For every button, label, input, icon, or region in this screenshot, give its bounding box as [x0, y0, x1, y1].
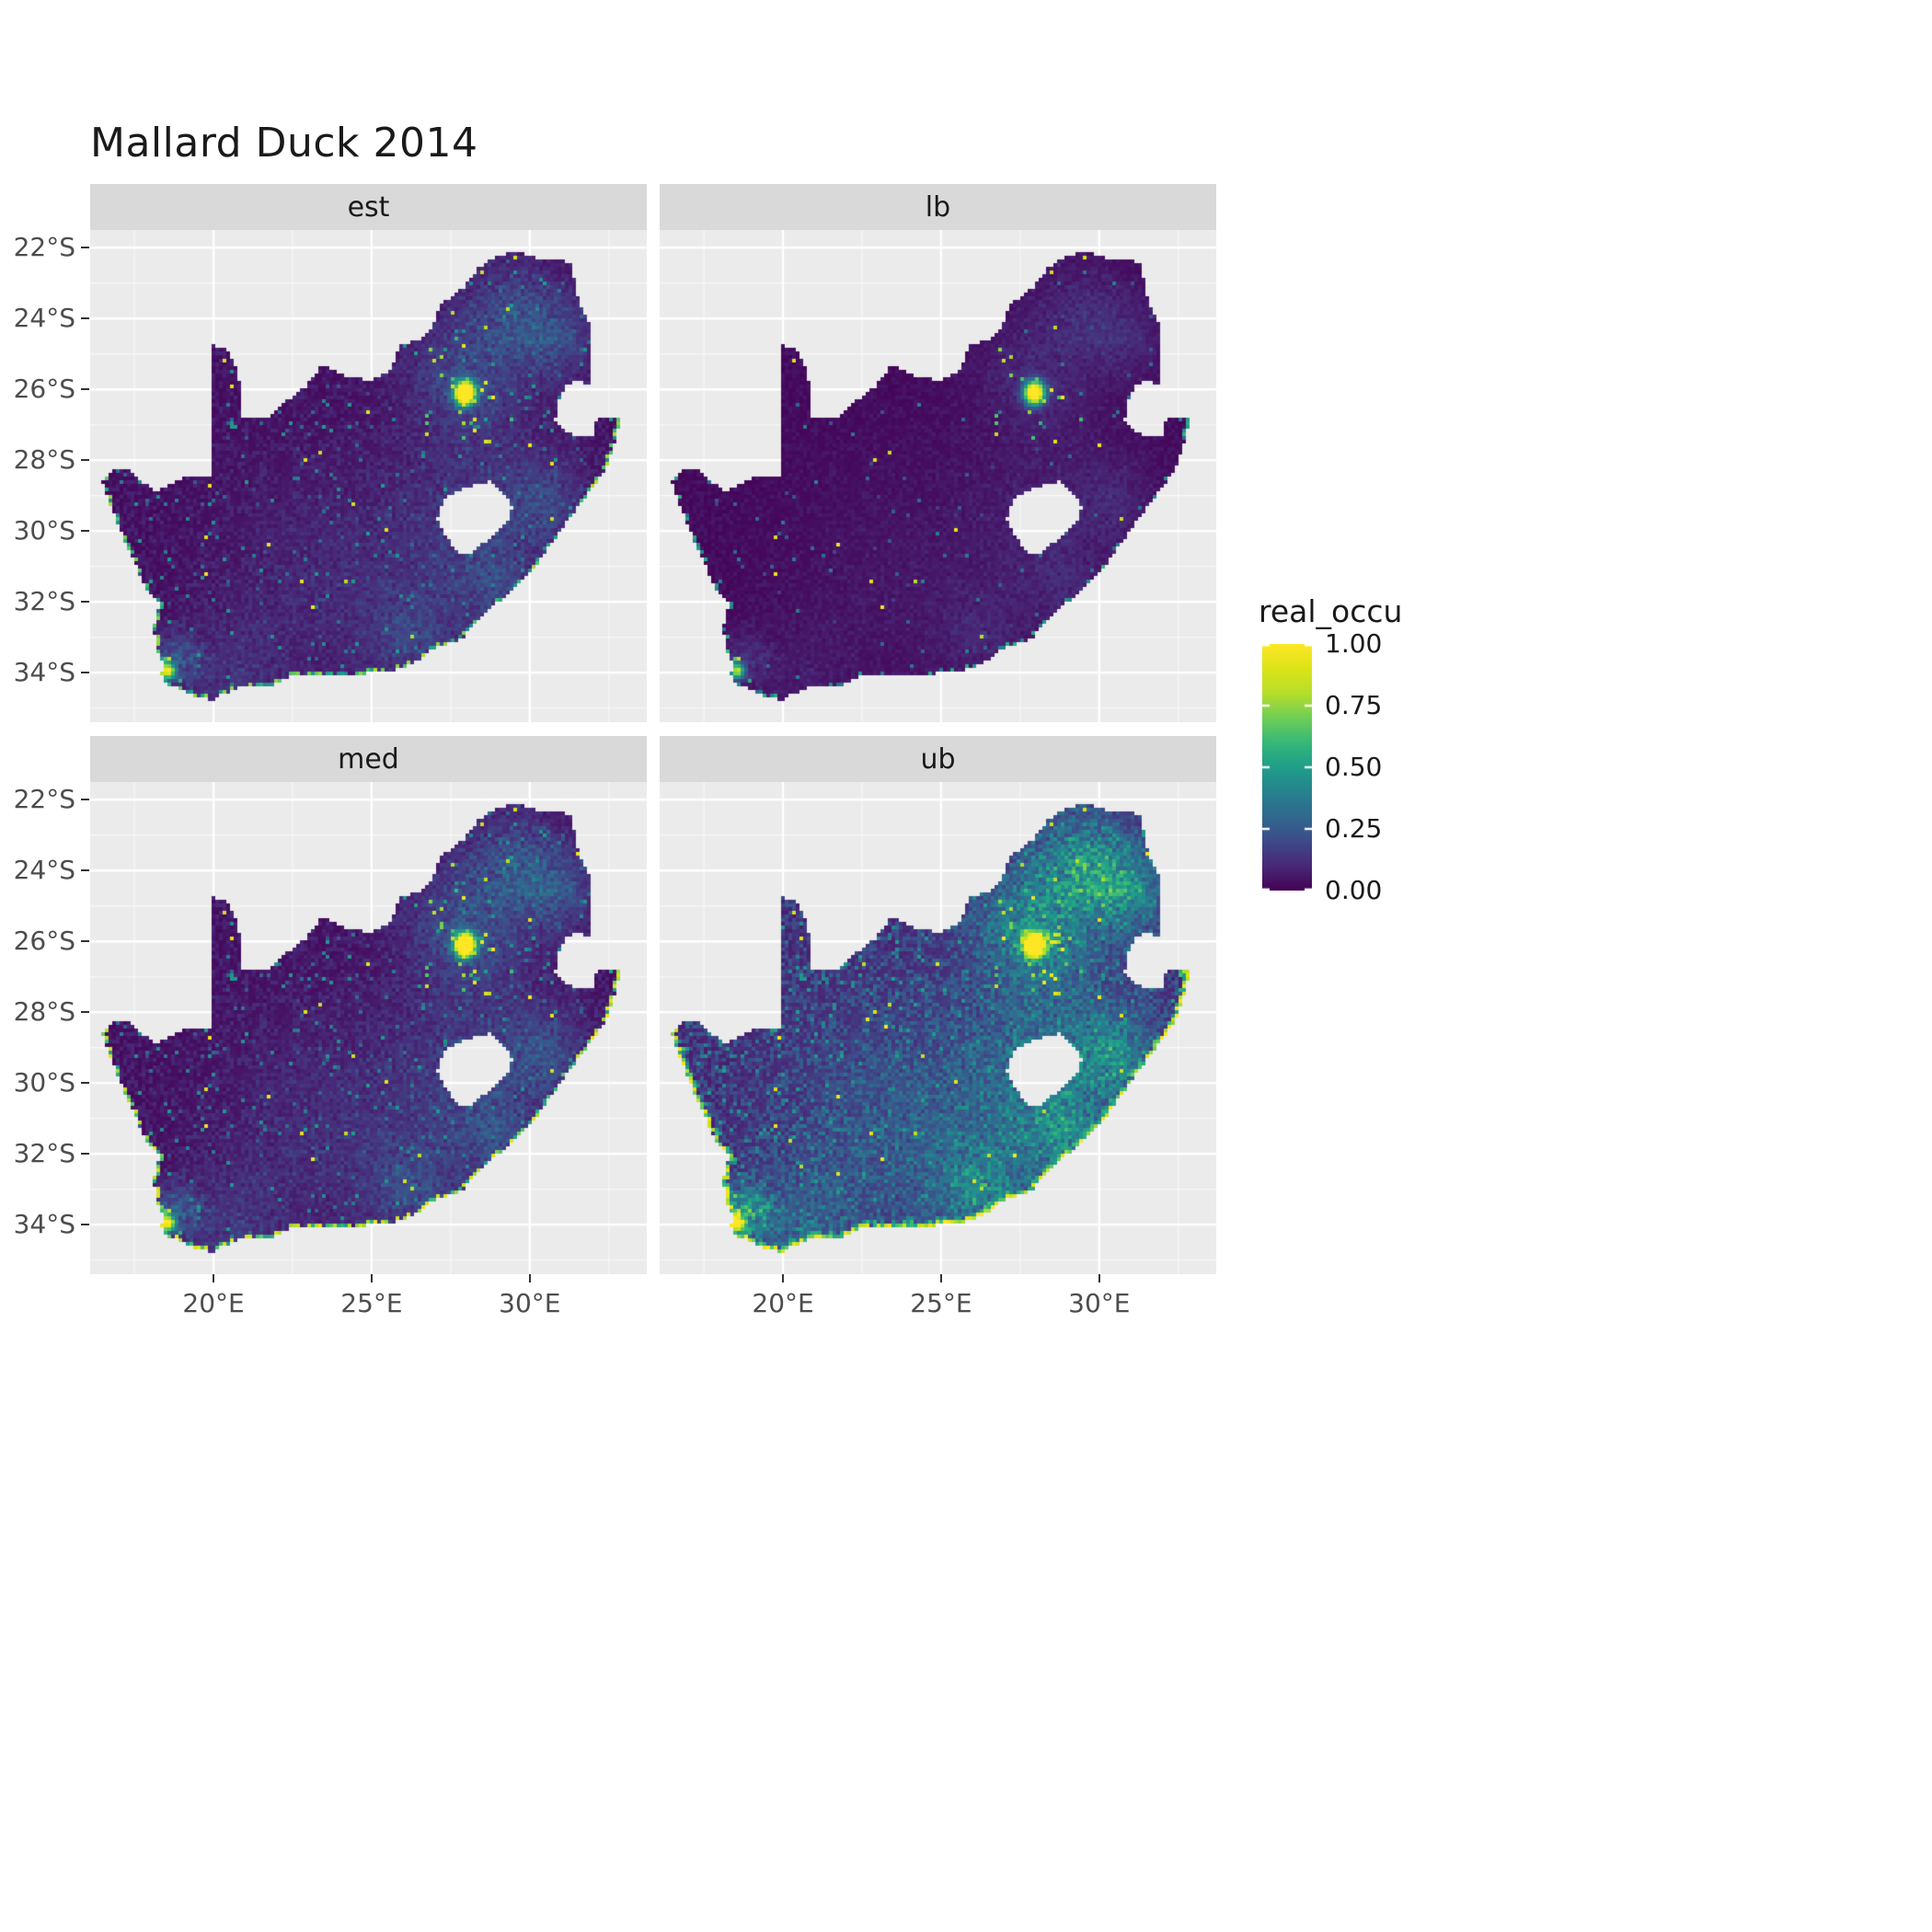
- x-axis-label: 20°E: [182, 1288, 245, 1318]
- y-axis-label: 28°S: [13, 444, 75, 476]
- facet-strip-label: ub: [920, 742, 956, 776]
- x-axis-label: 20°E: [752, 1288, 814, 1318]
- legend-tick-label: 1.00: [1325, 628, 1383, 659]
- y-axis-tick: [81, 672, 89, 674]
- facet-strip-est: est: [90, 184, 647, 230]
- y-axis-label: 32°S: [13, 1138, 75, 1169]
- y-axis-tick: [81, 247, 89, 249]
- x-axis-label: 25°E: [910, 1288, 972, 1318]
- legend-tick-label: 0.25: [1325, 813, 1383, 844]
- chart-title: Mallard Duck 2014: [90, 120, 478, 167]
- facet-strip-label: med: [338, 742, 399, 776]
- facet-strip-ub: ub: [660, 736, 1216, 782]
- y-axis-tick: [81, 1082, 89, 1085]
- y-axis-label: 34°S: [13, 657, 75, 688]
- map-panel-med: [90, 782, 647, 1274]
- y-axis-label: 30°S: [13, 515, 75, 546]
- y-axis-tick: [81, 1011, 89, 1014]
- y-axis-label: 24°S: [13, 855, 75, 886]
- facet-strip-lb: lb: [660, 184, 1216, 230]
- map-panel-est: [90, 230, 647, 722]
- x-axis-tick: [1098, 1274, 1100, 1282]
- y-axis-tick: [81, 459, 89, 462]
- facet-strip-med: med: [90, 736, 647, 782]
- x-axis-tick: [370, 1274, 373, 1282]
- legend-colorbar: [1262, 644, 1312, 891]
- y-axis-tick: [81, 601, 89, 604]
- y-axis-tick: [81, 1224, 89, 1226]
- y-axis-tick: [81, 388, 89, 391]
- x-axis-tick: [782, 1274, 785, 1282]
- y-axis-label: 28°S: [13, 996, 75, 1028]
- legend-tick-label: 0.00: [1325, 875, 1383, 905]
- y-axis-label: 22°S: [13, 232, 75, 263]
- y-axis-tick: [81, 1153, 89, 1156]
- x-axis-label: 30°E: [499, 1288, 561, 1318]
- x-axis-tick: [939, 1274, 942, 1282]
- map-panel-ub: [660, 782, 1216, 1274]
- x-axis-label: 25°E: [340, 1288, 403, 1318]
- x-axis-tick: [213, 1274, 215, 1282]
- y-axis-label: 24°S: [13, 303, 75, 334]
- y-axis-label: 26°S: [13, 374, 75, 405]
- y-axis-tick: [81, 317, 89, 320]
- legend-tick-label: 0.75: [1325, 690, 1383, 720]
- y-axis-label: 22°S: [13, 784, 75, 815]
- x-axis-tick: [528, 1274, 531, 1282]
- map-panel-lb: [660, 230, 1216, 722]
- x-axis-label: 30°E: [1068, 1288, 1131, 1318]
- y-axis-label: 30°S: [13, 1067, 75, 1098]
- y-axis-tick: [81, 799, 89, 801]
- facet-strip-label: lb: [925, 190, 951, 224]
- legend-title: real_occu: [1259, 593, 1403, 629]
- legend-tick-label: 0.50: [1325, 752, 1383, 782]
- y-axis-tick: [81, 530, 89, 533]
- y-axis-tick: [81, 940, 89, 943]
- y-axis-label: 32°S: [13, 586, 75, 617]
- y-axis-label: 26°S: [13, 926, 75, 957]
- y-axis-tick: [81, 869, 89, 872]
- facet-strip-label: est: [347, 190, 390, 224]
- y-axis-label: 34°S: [13, 1209, 75, 1240]
